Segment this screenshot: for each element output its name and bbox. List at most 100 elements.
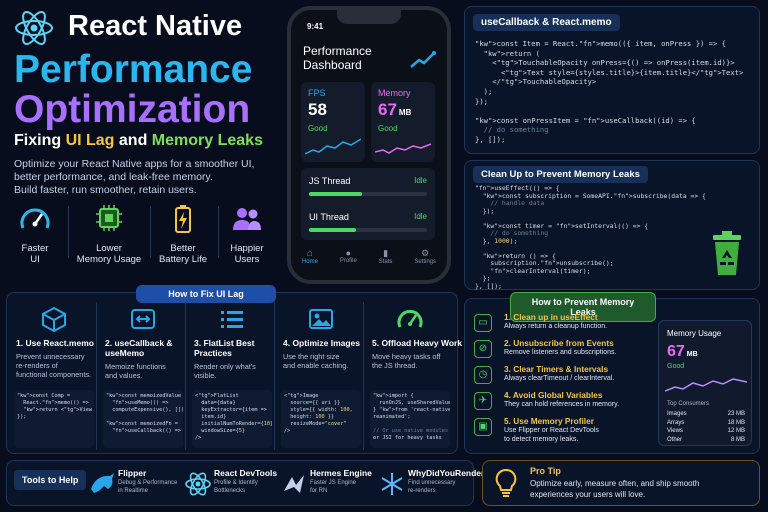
code-line: "kw">const timer = "fn">setInterval(() =…	[482, 221, 649, 230]
card-title-line: 5. Offload Heavy Work	[372, 338, 463, 348]
tool-name: Flipper	[118, 468, 147, 478]
mem-card-table-title: Top Consumers	[667, 401, 710, 407]
js-thread-fill	[309, 192, 363, 196]
timer-icon: ◷	[474, 366, 492, 384]
fps-card: FPS 58 Good	[301, 82, 365, 162]
tab-profile[interactable]: ● Profile	[340, 248, 357, 280]
battery-icon	[175, 205, 191, 233]
fps-sparkline	[305, 138, 361, 155]
card-code: "kw">const memoizedValue = "fn">useMemo(…	[103, 390, 183, 448]
memory-usage-card: Memory Usage 67 MB Good Top Consumers Ima…	[658, 320, 752, 446]
card-desc: Use the right size and enable caching.	[283, 352, 348, 370]
threads-card: JS Thread Idle UI Thread Idle	[301, 168, 435, 240]
card-title: 1. Use React.memo	[16, 338, 94, 348]
card-code: "kw">import { runOnJS, useSharedValue} "…	[370, 390, 450, 448]
chip-icon	[96, 205, 122, 231]
card-title-line: useMemo	[105, 348, 145, 358]
subtitle-memory-leaks: Memory Leaks	[151, 132, 263, 149]
mem-card-value: 67 MB	[667, 343, 698, 361]
js-thread-label: JS Thread	[309, 176, 351, 186]
ui-lag-card: 5. Offload Heavy Work Move heavy tasks of…	[368, 302, 462, 450]
code-line	[475, 106, 743, 116]
leak-item-title: 1. Clean up in useEffect	[504, 312, 598, 322]
divider	[150, 206, 151, 258]
code-line: "fn">clearInterval(timer);	[490, 266, 591, 275]
profile-icon: ●	[345, 248, 352, 258]
code-line: or JSI for heavy tasks	[373, 435, 442, 441]
tab-stats[interactable]: ▮ Stats	[379, 248, 393, 280]
card-desc-line: functional components.	[16, 370, 92, 379]
code-line: initialNumToRender={10}	[195, 421, 272, 427]
card-title: 3. FlatList Best Practices	[194, 338, 254, 358]
card-desc-line: the JS thread.	[372, 361, 418, 370]
react-devtools-icon	[184, 471, 212, 502]
card-title: 4. Optimize Images	[283, 338, 360, 348]
recycle-bin-icon	[713, 231, 741, 275]
tool-item[interactable]: WhyDidYouRender Find unnecessary re-rend…	[378, 468, 484, 502]
benefit-label: Battery Life	[158, 254, 208, 265]
consumer-row: Arrays 18 MB	[667, 419, 745, 428]
consumer-value: 8 MB	[730, 436, 745, 443]
mem-card-table: Images 23 MB Arrays 18 MB Views 12 MB Other 8 M…	[667, 410, 745, 444]
js-thread-status: Idle	[414, 176, 427, 185]
cleanup-panel: Clean Up to Prevent Memory Leaks "fn">us…	[464, 160, 760, 290]
tool-item[interactable]: React DevTools Profile & Identify Bottle…	[184, 468, 278, 502]
ui-lag-card: 1. Use React.memo Prevent unnecessary re-r…	[12, 302, 97, 450]
card-title: 2. useCallback & useMemo	[105, 338, 173, 358]
code-line: "fn">useMemo(() =>	[112, 400, 169, 406]
js-thread-bar	[309, 192, 427, 196]
hero-section: React Native Performance Optimization Fi…	[10, 6, 280, 286]
dashboard-title-line: Performance	[303, 44, 372, 58]
benefit-lower-memory: Lower Memory Usage	[70, 204, 148, 265]
card-desc-line: and enable caching.	[283, 361, 349, 370]
tool-item[interactable]: Hermes Engine Faster JS Engine for RN	[280, 468, 374, 502]
tool-desc: for RN	[310, 488, 328, 494]
cleanup-title: Clean Up to Prevent Memory Leaks	[473, 166, 648, 183]
code-line: // do something	[475, 125, 549, 135]
trend-icon	[410, 51, 436, 68]
benefit-battery: Better Battery Life	[150, 204, 216, 265]
code-line: };	[475, 274, 491, 282]
memory-label: Memory	[378, 88, 411, 98]
code-line: source={{ uri }}	[284, 400, 341, 406]
memory-sparkline	[375, 143, 431, 154]
snowflake-icon	[378, 471, 406, 502]
consumer-row: Views 12 MB	[667, 427, 745, 436]
consumer-value: 18 MB	[727, 419, 745, 426]
image-icon	[307, 306, 335, 337]
profiler-icon: ▣	[474, 418, 492, 436]
leak-item-desc: Always clearTimeout / clearInterval.	[504, 375, 615, 382]
code-line	[373, 421, 447, 428]
callback-code: "kw">const Item = React."fn">memo(({ ite…	[475, 39, 743, 145]
code-line: <"tg">Image	[284, 393, 319, 399]
home-icon: ⌂	[306, 248, 313, 259]
tab-settings[interactable]: ⚙ Settings	[414, 248, 436, 280]
code-line: reanimated';	[373, 414, 411, 420]
hero-title-line2: Performance	[14, 48, 253, 91]
code-line: data={data}	[195, 400, 236, 406]
code-line: item.id}	[195, 414, 227, 420]
code-line: "kw">const memoizedFn =	[106, 421, 178, 427]
tool-item[interactable]: Flipper Debug & Performance in Realtime	[88, 468, 182, 502]
code-line: }, []);	[475, 281, 502, 290]
card-desc-line: re-renders of	[16, 361, 58, 370]
cleanup-code: "fn">useEffect(() => { "kw">const subscr…	[475, 184, 706, 290]
card-title: 5. Offload Heavy Work	[372, 338, 462, 348]
code-line	[106, 414, 180, 421]
code-line: <"tg">TouchableOpacity onPress={() => on…	[475, 58, 735, 68]
benefit-label: Better	[170, 243, 196, 254]
code-line: }, 1000);	[475, 236, 518, 245]
benefit-faster-ui: Faster UI	[10, 204, 60, 265]
consumer-row: Images 23 MB	[667, 410, 745, 419]
fps-status: Good	[308, 124, 328, 133]
memory-leak-item: ▭ 1. Clean up in useEffect Always return…	[474, 312, 654, 338]
card-title-line: 2. useCallback &	[105, 338, 173, 348]
code-line: "kw">import {	[373, 393, 414, 399]
pro-tip-section	[482, 460, 760, 506]
tab-label: Stats	[378, 259, 393, 265]
ui-lag-card: 4. Optimize Images Use the right size and …	[279, 302, 364, 450]
tab-home[interactable]: ⌂ Home	[302, 248, 318, 280]
card-desc-line: and values.	[105, 371, 143, 380]
code-line: "kw">return () => {	[482, 251, 556, 260]
code-line: "kw">const memoizedValue =	[106, 393, 183, 399]
